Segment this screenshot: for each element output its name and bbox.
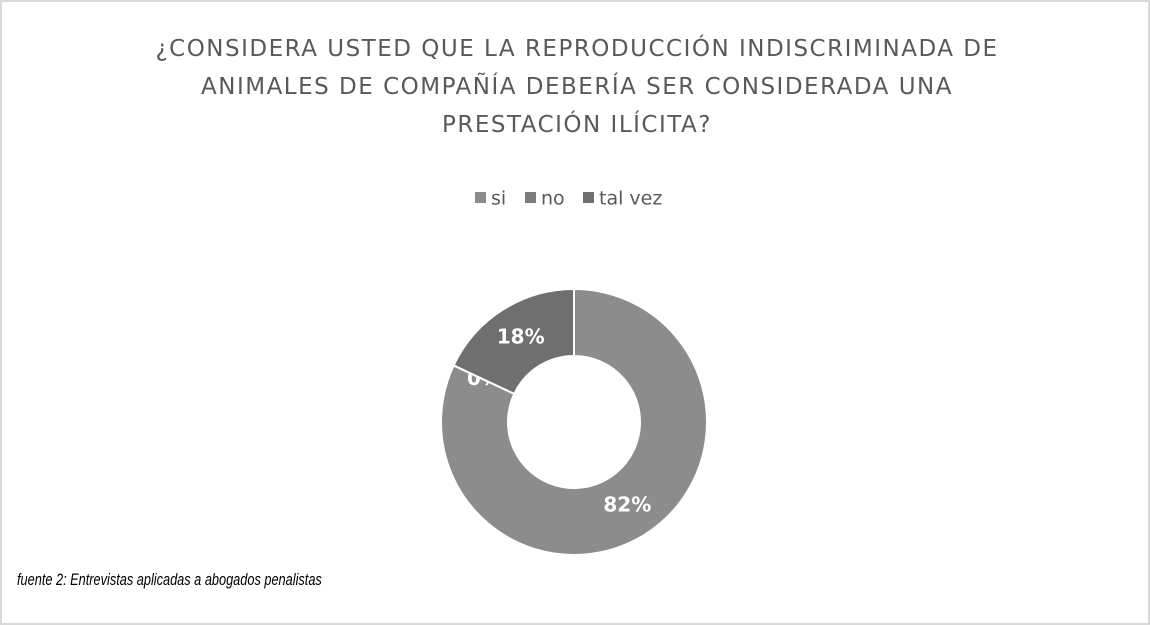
data-label: 82% xyxy=(603,493,651,517)
data-label: 18% xyxy=(497,324,545,348)
legend-label: si xyxy=(491,188,506,210)
source-note: fuente 2: Entrevistas aplicadas a abogad… xyxy=(17,570,322,589)
legend-swatch xyxy=(583,192,594,203)
legend-swatch xyxy=(525,192,536,203)
legend-label: no xyxy=(541,188,565,210)
donut-segment xyxy=(452,287,575,396)
donut-segment xyxy=(440,287,708,556)
legend-label: tal vez xyxy=(599,188,662,210)
legend-swatch xyxy=(475,192,486,203)
chart-title: ¿CONSIDERA USTED QUE LA REPRODUCCIÓN IND… xyxy=(155,36,999,138)
